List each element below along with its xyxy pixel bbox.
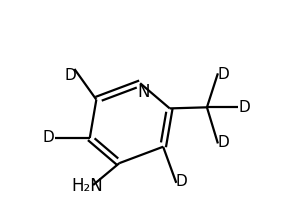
- Text: H₂N: H₂N: [72, 177, 104, 195]
- Text: D: D: [64, 68, 76, 83]
- Text: D: D: [218, 67, 229, 82]
- Text: D: D: [238, 100, 250, 115]
- Text: D: D: [42, 131, 54, 145]
- Text: N: N: [137, 83, 150, 101]
- Text: D: D: [218, 135, 229, 150]
- Text: D: D: [175, 174, 187, 189]
